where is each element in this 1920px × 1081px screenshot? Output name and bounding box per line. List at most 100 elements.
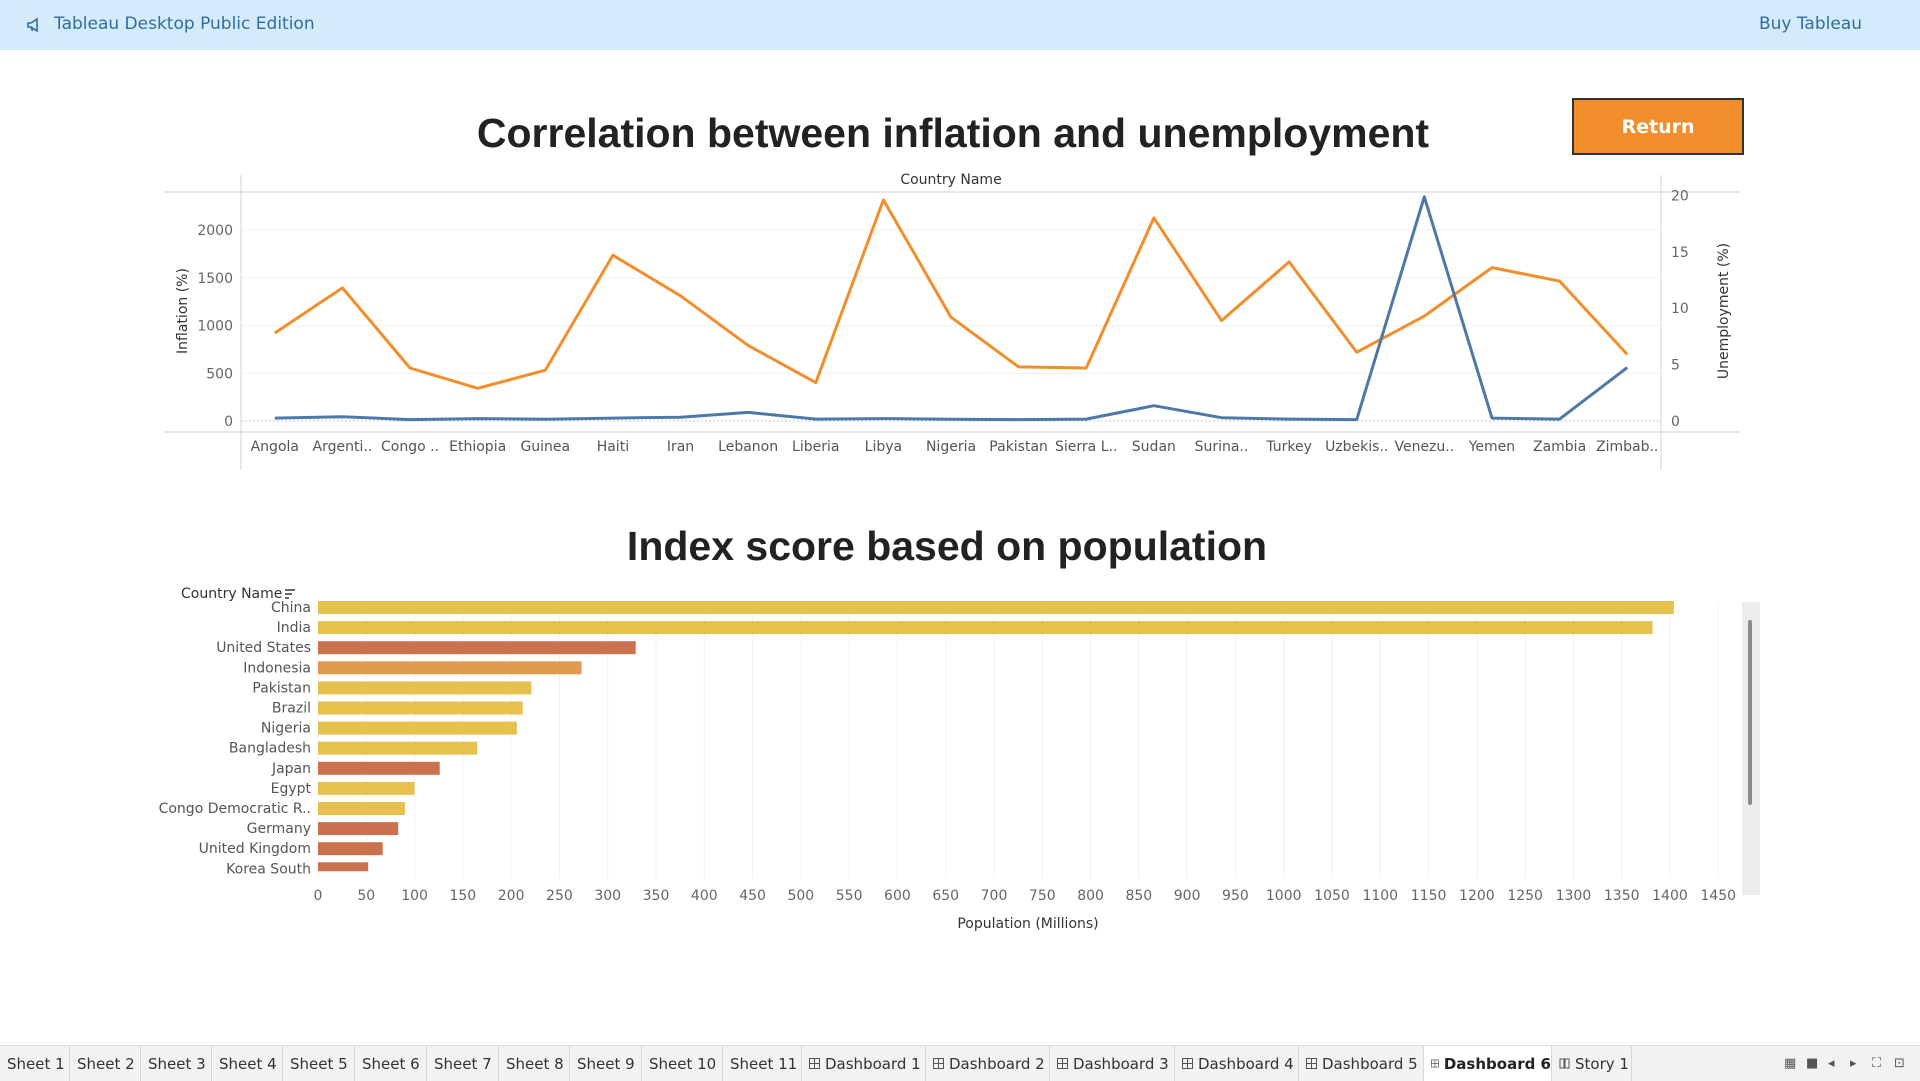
category-label[interactable]: Angola bbox=[251, 439, 299, 455]
unemployment-line[interactable] bbox=[273, 198, 1629, 390]
tab-sheet-1[interactable]: Sheet 1 bbox=[0, 1046, 70, 1081]
x-tick-label: 1150 bbox=[1411, 888, 1447, 904]
y-right-axis-label: Unemployment (%) bbox=[1716, 243, 1732, 379]
tab-sheet-10[interactable]: Sheet 10 bbox=[642, 1046, 723, 1081]
population-bar[interactable] bbox=[318, 842, 383, 856]
country-label[interactable]: Congo Democratic R.. bbox=[159, 801, 311, 817]
category-label[interactable]: Liberia bbox=[792, 439, 839, 455]
tab-sheet-5[interactable]: Sheet 5 bbox=[283, 1046, 355, 1081]
x-tick-label: 1450 bbox=[1700, 888, 1736, 904]
country-label[interactable]: India bbox=[277, 620, 311, 636]
tab-sheet-4[interactable]: Sheet 4 bbox=[212, 1046, 283, 1081]
x-tick-label: 100 bbox=[401, 888, 428, 904]
category-label[interactable]: Sudan bbox=[1132, 439, 1176, 455]
category-label[interactable]: Nigeria bbox=[926, 439, 976, 455]
population-bar[interactable] bbox=[318, 822, 399, 836]
population-bar[interactable] bbox=[318, 802, 405, 815]
tab-dashboard-5[interactable]: Dashboard 5 bbox=[1299, 1046, 1424, 1081]
category-label[interactable]: Argenti.. bbox=[313, 439, 373, 455]
country-label[interactable]: Korea South bbox=[226, 861, 311, 877]
category-label[interactable]: Sierra L.. bbox=[1055, 439, 1117, 455]
tab-sheet-6[interactable]: Sheet 6 bbox=[355, 1046, 427, 1081]
country-label[interactable]: Japan bbox=[271, 761, 311, 777]
tab-story-1[interactable]: Story 1 bbox=[1552, 1046, 1632, 1081]
tab-sheet-2[interactable]: Sheet 2 bbox=[70, 1046, 141, 1081]
presentation-icon[interactable]: ⊡ bbox=[1894, 1056, 1905, 1071]
chart2-row-header[interactable]: Country Name bbox=[181, 586, 282, 602]
tab-dashboard-1[interactable]: Dashboard 1 bbox=[802, 1046, 926, 1081]
category-label[interactable]: Zambia bbox=[1533, 439, 1586, 455]
country-label[interactable]: Indonesia bbox=[243, 660, 311, 676]
category-label[interactable]: Lebanon bbox=[718, 439, 778, 455]
scrollbar-thumb[interactable] bbox=[1748, 620, 1752, 805]
dashboard-icon bbox=[1182, 1058, 1193, 1069]
population-bar[interactable] bbox=[318, 621, 1653, 635]
category-label[interactable]: Yemen bbox=[1468, 439, 1515, 455]
filmstrip-icon[interactable]: ■ bbox=[1806, 1056, 1819, 1071]
population-bar[interactable] bbox=[318, 681, 532, 695]
category-label[interactable]: Zimbab.. bbox=[1596, 439, 1658, 455]
tab-sheet-7[interactable]: Sheet 7 bbox=[427, 1046, 499, 1081]
buy-tableau-link[interactable]: Buy Tableau bbox=[1758, 14, 1862, 34]
country-label[interactable]: Egypt bbox=[271, 781, 312, 797]
x-tick-label: 700 bbox=[981, 888, 1008, 904]
x-tick-label: 900 bbox=[1174, 888, 1201, 904]
category-label[interactable]: Libya bbox=[865, 439, 902, 455]
x-tick-label: 800 bbox=[1077, 888, 1104, 904]
tab-label: Story 1 bbox=[1575, 1054, 1629, 1073]
tab-sheet-8[interactable]: Sheet 8 bbox=[499, 1046, 570, 1081]
population-bar[interactable] bbox=[318, 741, 478, 755]
country-label[interactable]: Nigeria bbox=[261, 721, 311, 737]
population-bar[interactable] bbox=[318, 661, 582, 675]
tab-sheet-3[interactable]: Sheet 3 bbox=[141, 1046, 212, 1081]
tab-dashboard-4[interactable]: Dashboard 4 bbox=[1175, 1046, 1299, 1081]
tab-label: Sheet 6 bbox=[362, 1054, 420, 1073]
country-label[interactable]: United States bbox=[216, 640, 311, 656]
tab-sheet-11[interactable]: Sheet 11 bbox=[723, 1046, 802, 1081]
country-label[interactable]: China bbox=[271, 600, 311, 616]
x-tick-label: 750 bbox=[1029, 888, 1056, 904]
x-tick-label: 350 bbox=[643, 888, 670, 904]
tab-dashboard-2[interactable]: Dashboard 2 bbox=[926, 1046, 1050, 1081]
country-label[interactable]: United Kingdom bbox=[199, 841, 311, 857]
population-bar[interactable] bbox=[318, 721, 517, 735]
country-label[interactable]: Bangladesh bbox=[229, 741, 311, 757]
tab-label: Dashboard 2 bbox=[949, 1054, 1045, 1073]
grid-view-icon[interactable]: ▦ bbox=[1784, 1056, 1797, 1071]
country-label[interactable]: Brazil bbox=[272, 701, 311, 717]
category-label[interactable]: Ethiopia bbox=[449, 439, 506, 455]
left-tick-label: 500 bbox=[206, 366, 233, 382]
population-bar[interactable] bbox=[318, 701, 523, 715]
category-label[interactable]: Haiti bbox=[597, 439, 629, 455]
population-bar[interactable] bbox=[318, 761, 440, 775]
population-bar[interactable] bbox=[318, 641, 636, 655]
population-bar[interactable] bbox=[318, 601, 1674, 614]
population-bar[interactable] bbox=[318, 781, 415, 795]
category-label[interactable]: Iran bbox=[667, 439, 694, 455]
prev-sheet-icon[interactable]: ◂ bbox=[1828, 1056, 1835, 1071]
country-label[interactable]: Germany bbox=[247, 821, 311, 837]
return-button[interactable]: Return bbox=[1572, 98, 1744, 155]
x-tick-label: 1250 bbox=[1507, 888, 1543, 904]
tab-label: Dashboard 4 bbox=[1198, 1054, 1294, 1073]
population-bar[interactable] bbox=[318, 862, 369, 872]
category-label[interactable]: Congo .. bbox=[381, 439, 439, 455]
tab-dashboard-3[interactable]: Dashboard 3 bbox=[1050, 1046, 1175, 1081]
tab-sheet-9[interactable]: Sheet 9 bbox=[570, 1046, 642, 1081]
category-label[interactable]: Uzbekis.. bbox=[1325, 439, 1388, 455]
x-tick-label: 300 bbox=[594, 888, 621, 904]
tab-dashboard-6[interactable]: Dashboard 6 bbox=[1424, 1046, 1552, 1081]
next-sheet-icon[interactable]: ▸ bbox=[1850, 1056, 1857, 1071]
category-label[interactable]: Pakistan bbox=[989, 439, 1048, 455]
category-label[interactable]: Turkey bbox=[1265, 439, 1312, 455]
category-label[interactable]: Guinea bbox=[520, 439, 570, 455]
top-banner: Tableau Desktop Public Edition Buy Table… bbox=[0, 0, 1920, 50]
x-tick-label: 200 bbox=[498, 888, 525, 904]
fullscreen-icon[interactable]: ⛶ bbox=[1872, 1056, 1882, 1071]
category-label[interactable]: Venezu.. bbox=[1394, 439, 1454, 455]
country-label[interactable]: Pakistan bbox=[252, 680, 311, 696]
dashboard-icon bbox=[933, 1058, 944, 1069]
sort-icon[interactable] bbox=[285, 589, 295, 599]
category-label[interactable]: Surina.. bbox=[1195, 439, 1249, 455]
inflation-line[interactable] bbox=[274, 195, 1629, 422]
